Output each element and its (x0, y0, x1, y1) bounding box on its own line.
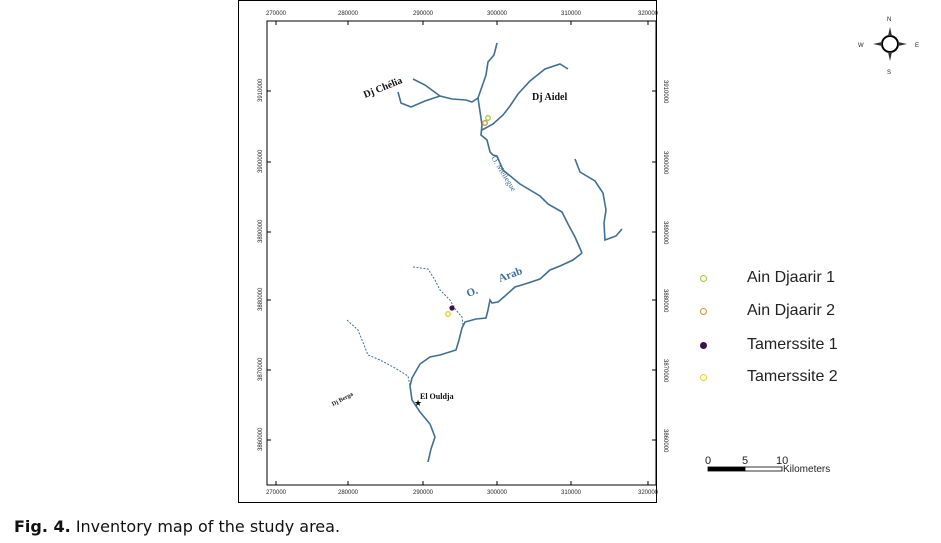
river-dj-aidel-branch (481, 63, 569, 131)
x-tick-label-top: 280000 (338, 11, 359, 17)
y-tick-label-right: 3860000 (662, 429, 668, 453)
x-tick-label-bottom: 300000 (487, 490, 508, 496)
label-el-ouldja: El Ouldja (420, 392, 454, 401)
legend-item-tamerssite-1: Tamerssite 1 (700, 336, 838, 354)
svg-text:N: N (887, 17, 891, 23)
legend-item-tamerssite-2: Tamerssite 2 (700, 368, 838, 386)
y-tick-label-left: 3890000 (258, 219, 264, 243)
svg-text:E: E (915, 43, 919, 49)
label-arab: Arab (497, 265, 524, 285)
scale-bar: 0 5 10 Kilometers (705, 455, 830, 475)
y-tick-label-left: 3910000 (258, 78, 264, 102)
label-o-mellegue: O. Mellegue (489, 154, 518, 193)
y-tick-label-right: 3900000 (662, 151, 668, 175)
river-oued-arab (409, 252, 583, 387)
compass-rose-icon: N S W E (858, 17, 919, 76)
x-tick-label-top: 300000 (487, 11, 508, 17)
x-tick-label-bottom: 270000 (266, 490, 287, 496)
legend-item-ain-djaarir-2: Ain Djaarir 2 (700, 302, 835, 320)
river-north-branch (477, 42, 498, 99)
y-tick-label-right: 3890000 (662, 221, 668, 245)
y-tick-label-right: 3870000 (662, 359, 668, 383)
river-dj-chelia-branch-2 (397, 91, 441, 108)
figure-caption: Fig. 4. Inventory map of the study area. (14, 517, 341, 536)
marker-ain-djaarir-1 (485, 115, 491, 121)
stream-dashed-north (412, 266, 464, 326)
y-tick-label-right: 3880000 (662, 289, 668, 313)
svg-text:0: 0 (705, 455, 711, 467)
label-oued: O. (465, 285, 480, 300)
marker-icon (700, 307, 707, 315)
river-main-mellegue (477, 97, 583, 254)
marker-icon (700, 341, 707, 349)
y-tick-label-left: 3860000 (258, 427, 264, 451)
map-frame (266, 20, 657, 486)
marker-ain-djaarir-2 (482, 120, 488, 126)
marker-icon (700, 274, 707, 282)
marker-icon (700, 373, 707, 381)
y-tick-label-left: 3880000 (258, 287, 264, 311)
star-icon: ★ (414, 398, 422, 408)
marker-tamerssite-1 (449, 305, 455, 311)
svg-text:S: S (887, 70, 891, 76)
y-tick-label-left: 3870000 (258, 357, 264, 381)
x-tick-label-bottom: 320000 (638, 490, 659, 496)
legend-item-ain-djaarir-1: Ain Djaarir 1 (700, 269, 835, 287)
x-tick-label-top: 270000 (266, 11, 287, 17)
label-dj-aidel: Dj Aidel (532, 92, 568, 103)
x-tick-label-top: 290000 (413, 11, 434, 17)
river-dj-chelia-branch (412, 78, 479, 103)
x-tick-label-bottom: 290000 (413, 490, 434, 496)
marker-tamerssite-2 (445, 311, 451, 317)
svg-text:5: 5 (742, 455, 748, 467)
x-tick-label-bottom: 280000 (338, 490, 359, 496)
x-tick-label-top: 310000 (561, 11, 582, 17)
river-south (409, 385, 436, 463)
x-tick-label-top: 320000 (638, 11, 659, 17)
label-dj-berga: Dj Berga (331, 392, 354, 408)
river-east-branch (574, 158, 623, 242)
stream-dashed-west (346, 319, 411, 387)
svg-text:Kilometers: Kilometers (783, 464, 830, 475)
svg-text:W: W (858, 43, 864, 49)
label-dj-chelia: Dj Chélia (362, 75, 404, 100)
svg-text:10: 10 (776, 455, 788, 467)
x-tick-label-bottom: 310000 (561, 490, 582, 496)
river-network (346, 42, 623, 463)
y-tick-label-left: 3900000 (258, 149, 264, 173)
y-tick-label-right: 3910000 (662, 80, 668, 104)
